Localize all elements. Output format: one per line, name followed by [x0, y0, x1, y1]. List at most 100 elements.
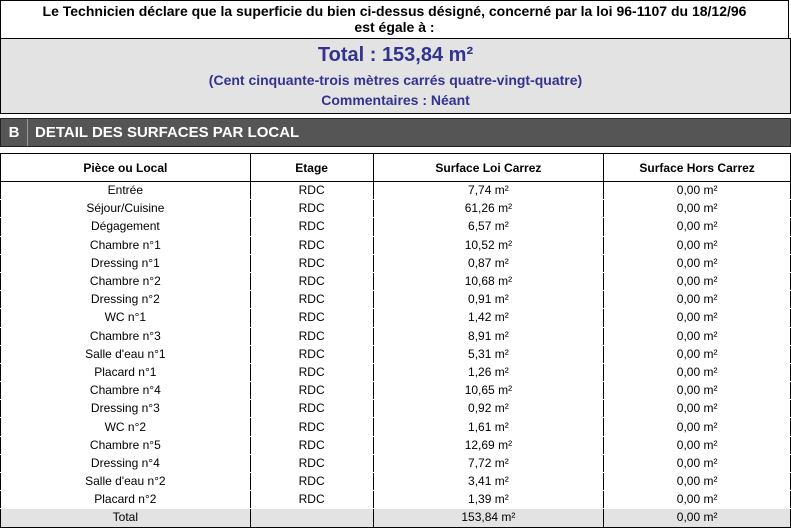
- cell-carrez: 7,72 m²: [372, 454, 605, 474]
- cell-floor: RDC: [249, 417, 374, 437]
- cell-room: Dressing n°1: [0, 254, 251, 273]
- comments: Commentaires : Néant: [321, 92, 470, 108]
- cell-room: Séjour/Cuisine: [0, 199, 251, 219]
- table-row: Salle d'eau n°2 RDC 3,41 m² 0,00 m²: [0, 472, 791, 492]
- table-row: Chambre n°2 RDC 10,68 m² 0,00 m²: [0, 272, 791, 292]
- cell-floor: RDC: [249, 181, 374, 201]
- cell-hors-carrez: 0,00 m²: [603, 236, 791, 255]
- cell-floor: RDC: [249, 436, 374, 455]
- total-summary-box: Total : 153,84 m² (Cent cinquante-trois …: [0, 38, 791, 114]
- cell-carrez: 0,87 m²: [372, 254, 605, 273]
- cell-carrez: 10,52 m²: [372, 236, 605, 255]
- cell-carrez: 7,74 m²: [372, 181, 605, 201]
- cell-floor: RDC: [249, 272, 374, 292]
- header-floor: Etage: [249, 153, 374, 182]
- cell-hors-carrez: 0,00 m²: [603, 417, 791, 437]
- total-row: Total 153,84 m² 0,00 m²: [0, 508, 791, 528]
- table-row: Chambre n°1 RDC 10,52 m² 0,00 m²: [0, 236, 791, 255]
- cell-carrez: 10,65 m²: [372, 381, 605, 401]
- table-row: Chambre n°3 RDC 8,91 m² 0,00 m²: [0, 327, 791, 346]
- cell-floor: RDC: [249, 308, 374, 328]
- cell-hors-carrez: 0,00 m²: [603, 217, 791, 237]
- header-hors-carrez: Surface Hors Carrez: [603, 153, 791, 182]
- cell-room: WC n°2: [0, 417, 251, 437]
- cell-carrez: 61,26 m²: [372, 199, 605, 219]
- cell-carrez: 1,61 m²: [372, 417, 605, 437]
- cell-carrez: 0,92 m²: [372, 399, 605, 419]
- cell-floor: RDC: [249, 327, 374, 346]
- table-row: Salle d'eau n°1 RDC 5,31 m² 0,00 m²: [0, 345, 791, 364]
- cell-room: Entrée: [0, 181, 251, 201]
- cell-hors-carrez: 0,00 m²: [603, 181, 791, 201]
- table-row: Placard n°2 RDC 1,39 m² 0,00 m²: [0, 490, 791, 510]
- table-row: Séjour/Cuisine RDC 61,26 m² 0,00 m²: [0, 199, 791, 219]
- total-surface: Total : 153,84 m²: [317, 44, 474, 66]
- cell-room: Chambre n°5: [0, 436, 251, 455]
- cell-floor: RDC: [249, 363, 374, 383]
- total-in-words: (Cent cinquante-trois mètres carrés quat…: [208, 72, 583, 88]
- cell-hors-carrez: 0,00 m²: [603, 472, 791, 492]
- declaration: Le Technicien déclare que la superficie …: [0, 0, 789, 38]
- header-carrez: Surface Loi Carrez: [372, 153, 605, 182]
- cell-floor: RDC: [249, 199, 374, 219]
- cell-room: Chambre n°1: [0, 236, 251, 255]
- cell-hors-carrez: 0,00 m²: [603, 508, 791, 528]
- table-row: Placard n°1 RDC 1,26 m² 0,00 m²: [0, 363, 791, 383]
- cell-room: Dégagement: [0, 217, 251, 237]
- header-room: Pièce ou Local: [0, 153, 251, 182]
- cell-room: Salle d'eau n°2: [0, 472, 251, 492]
- cell-floor: RDC: [249, 345, 374, 364]
- declaration-line-1: Le Technicien déclare que la superficie …: [42, 3, 747, 19]
- cell-carrez: 5,31 m²: [372, 345, 605, 364]
- cell-room: Total: [0, 508, 251, 528]
- cell-hors-carrez: 0,00 m²: [603, 399, 791, 419]
- cell-carrez: 10,68 m²: [372, 272, 605, 292]
- cell-floor: RDC: [249, 399, 374, 419]
- cell-carrez: 6,57 m²: [372, 217, 605, 237]
- cell-floor: RDC: [249, 490, 374, 510]
- surfaces-table: Pièce ou Local Etage Surface Loi Carrez …: [0, 153, 791, 528]
- cell-hors-carrez: 0,00 m²: [603, 345, 791, 364]
- table-row: Chambre n°4 RDC 10,65 m² 0,00 m²: [0, 381, 791, 401]
- cell-carrez: 153,84 m²: [372, 508, 605, 528]
- cell-room: Placard n°2: [0, 490, 251, 510]
- cell-hors-carrez: 0,00 m²: [603, 308, 791, 328]
- cell-room: Salle d'eau n°1: [0, 345, 251, 364]
- table-row: Chambre n°5 RDC 12,69 m² 0,00 m²: [0, 436, 791, 455]
- table-row: Dégagement RDC 6,57 m² 0,00 m²: [0, 217, 791, 237]
- cell-hors-carrez: 0,00 m²: [603, 272, 791, 292]
- cell-floor: RDC: [249, 381, 374, 401]
- cell-floor: RDC: [249, 217, 374, 237]
- table-row: Dressing n°1 RDC 0,87 m² 0,00 m²: [0, 254, 791, 273]
- cell-hors-carrez: 0,00 m²: [603, 363, 791, 383]
- cell-floor: RDC: [249, 454, 374, 474]
- cell-room: Dressing n°4: [0, 454, 251, 474]
- cell-room: WC n°1: [0, 308, 251, 328]
- cell-hors-carrez: 0,00 m²: [603, 290, 791, 310]
- cell-room: Dressing n°2: [0, 290, 251, 310]
- cell-hors-carrez: 0,00 m²: [603, 199, 791, 219]
- cell-room: Chambre n°4: [0, 381, 251, 401]
- table-row: WC n°2 RDC 1,61 m² 0,00 m²: [0, 417, 791, 437]
- table-row: Dressing n°4 RDC 7,72 m² 0,00 m²: [0, 454, 791, 474]
- cell-hors-carrez: 0,00 m²: [603, 381, 791, 401]
- cell-carrez: 1,39 m²: [372, 490, 605, 510]
- cell-carrez: 8,91 m²: [372, 327, 605, 346]
- cell-carrez: 0,91 m²: [372, 290, 605, 310]
- cell-floor: RDC: [249, 290, 374, 310]
- cell-floor: RDC: [249, 236, 374, 255]
- cell-carrez: 1,42 m²: [372, 308, 605, 328]
- section-title: DETAIL DES SURFACES PAR LOCAL: [35, 124, 300, 141]
- cell-hors-carrez: 0,00 m²: [603, 327, 791, 346]
- table-row: Dressing n°2 RDC 0,91 m² 0,00 m²: [0, 290, 791, 310]
- section-letter: B: [1, 119, 28, 146]
- cell-hors-carrez: 0,00 m²: [603, 254, 791, 273]
- cell-carrez: 12,69 m²: [372, 436, 605, 455]
- declaration-line-2: est égale à :: [354, 19, 435, 35]
- cell-floor: RDC: [249, 254, 374, 273]
- cell-carrez: 1,26 m²: [372, 363, 605, 383]
- cell-floor: RDC: [249, 472, 374, 492]
- table-row: Entrée RDC 7,74 m² 0,00 m²: [0, 181, 791, 201]
- section-header: B DETAIL DES SURFACES PAR LOCAL: [0, 118, 791, 147]
- cell-carrez: 3,41 m²: [372, 472, 605, 492]
